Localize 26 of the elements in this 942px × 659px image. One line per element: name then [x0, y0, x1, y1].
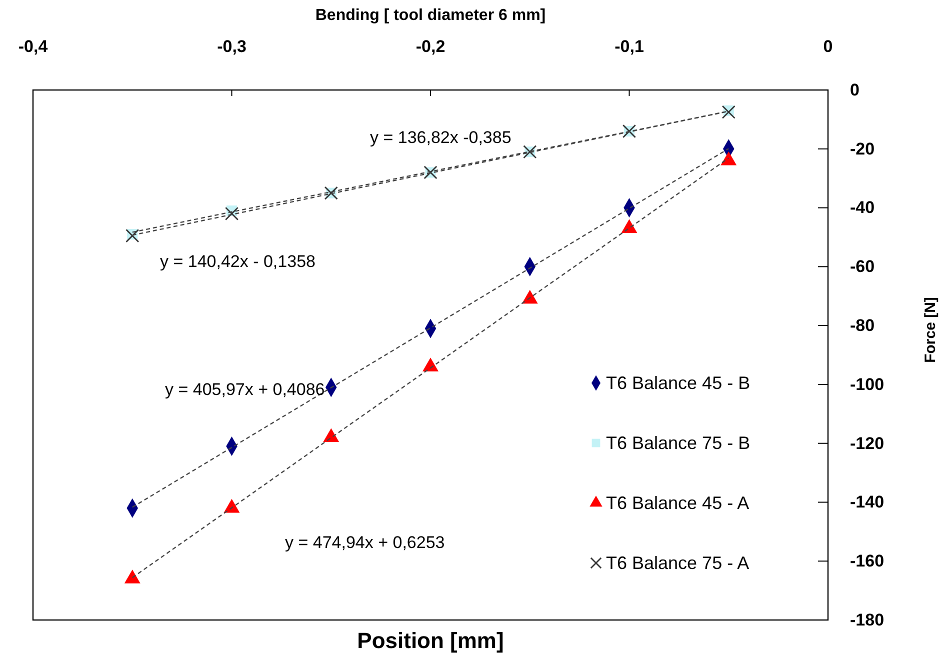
y-tick-label: -60: [850, 257, 875, 276]
annotation: y = 140,42x - 0,1358: [160, 252, 316, 271]
annotation: y = 405,97x + 0,4086: [165, 380, 325, 399]
x-axis-title: Position [mm]: [357, 628, 504, 653]
y-tick-label: -100: [850, 374, 884, 394]
y-tick-label: -160: [850, 552, 884, 571]
y-tick-label: 0: [850, 80, 860, 100]
x-tick-label: -0,3: [217, 37, 246, 56]
annotation: y = 474,94x + 0,6253: [285, 533, 445, 552]
y-tick-label: -180: [850, 610, 884, 630]
y-tick-label: -20: [850, 139, 875, 158]
y-tick-label: -80: [850, 316, 875, 335]
y-tick-label: -120: [850, 434, 884, 453]
y-axis-title: Force [N]: [922, 297, 939, 363]
x2-axis-title: Bending [ tool diameter 6 mm]: [315, 7, 546, 24]
annotation: y = 136,82x -0,385: [370, 128, 512, 147]
y-tick-label: -40: [850, 198, 875, 218]
y-tick-label: -140: [850, 492, 884, 512]
legend-label: T6 Balance 75 - A: [606, 553, 750, 573]
x-tick-label: -0,4: [18, 37, 48, 56]
legend-label: T6 Balance 45 - A: [606, 493, 750, 513]
legend-label: T6 Balance 75 - B: [606, 433, 750, 453]
legend-label: T6 Balance 45 - B: [606, 373, 750, 393]
x-tick-label: -0,1: [614, 37, 644, 56]
x-tick-label: -0,2: [416, 37, 446, 56]
x-tick-label: 0: [823, 37, 833, 56]
